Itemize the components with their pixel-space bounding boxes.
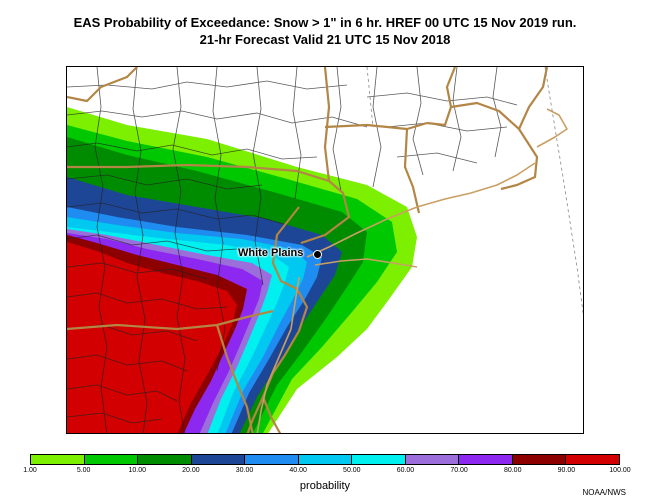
colorbar-tick-label: 80.00	[503, 467, 522, 474]
probability-map	[66, 66, 584, 434]
colorbar-tick-label: 40.00	[289, 467, 307, 474]
colorbar	[30, 454, 620, 465]
colorbar-tick-label: 100.00	[609, 467, 631, 474]
colorbar-ticks: 1.00 5.00 10.00 20.00 30.00 40.00 50.00 60.00 70…	[23, 467, 631, 479]
band-90-100	[67, 242, 237, 433]
colorbar-tick-label: 90.00	[557, 467, 576, 474]
colorbar-segment	[138, 455, 192, 464]
credit-text: NOAA/NWS	[582, 488, 626, 497]
colorbar-segment	[298, 455, 353, 464]
colorbar-segment	[84, 455, 139, 464]
white-plains-marker-icon	[313, 250, 322, 259]
county-boundaries	[67, 67, 518, 433]
colorbar-segment	[459, 455, 513, 464]
colorbar-label: probability	[299, 480, 351, 492]
colorbar-segment	[31, 455, 85, 464]
colorbar-segment	[352, 455, 406, 464]
map-graphic	[67, 67, 583, 433]
chart-title-line-2: 21-hr Forecast Valid 21 UTC 15 Nov 2018	[199, 32, 451, 47]
colorbar-segment	[566, 455, 620, 464]
colorbar-tick-label: 20.00	[182, 467, 200, 474]
colorbar-tick-label: 60.00	[396, 467, 415, 474]
coastline	[256, 108, 568, 433]
colorbar-segment	[191, 455, 246, 464]
colorbar-tick-label: 1.00	[23, 467, 37, 474]
graticule-lines	[366, 67, 583, 316]
colorbar-tick-label: 50.00	[343, 467, 361, 474]
colorbar-tick-label: 5.00	[76, 467, 91, 474]
colorbar-segment	[512, 455, 567, 464]
colorbar-segment	[245, 455, 299, 464]
colorbar-tick-label: 30.00	[235, 467, 254, 474]
chart-title-line-1: EAS Probability of Exceedance: Snow > 1"…	[73, 15, 577, 30]
colorbar-tick-label: 10.00	[128, 467, 147, 474]
white-plains-label: White Plains	[238, 247, 304, 259]
colorbar-segment	[405, 455, 460, 464]
colorbar-tick-label: 70.00	[450, 467, 468, 474]
state-boundaries	[67, 67, 549, 433]
